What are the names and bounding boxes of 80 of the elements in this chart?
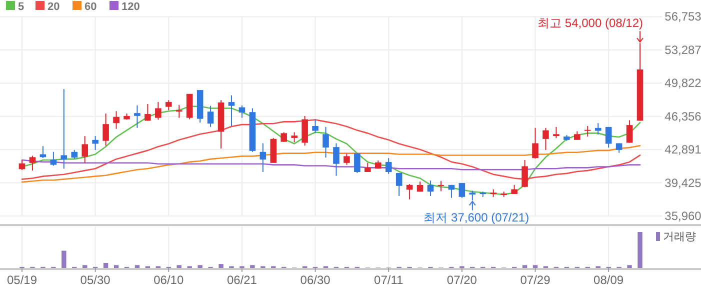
candlestick bbox=[134, 104, 140, 128]
candlestick bbox=[18, 160, 26, 171]
candlestick bbox=[406, 183, 413, 200]
candlestick bbox=[280, 132, 288, 142]
bar bbox=[198, 265, 202, 268]
candlestick bbox=[532, 127, 538, 160]
bar bbox=[638, 232, 642, 268]
bar bbox=[176, 265, 182, 268]
candlestick bbox=[176, 104, 182, 118]
candlestick bbox=[396, 172, 402, 196]
x-tick-label: 06/30 bbox=[300, 273, 331, 287]
candlestick bbox=[207, 105, 214, 128]
y-tick-label: 42,891 bbox=[664, 142, 701, 157]
legend-label: 5 bbox=[18, 1, 24, 13]
legend-label: 60 bbox=[84, 1, 97, 13]
annotation: 최고 54,000 (08/12) bbox=[538, 16, 643, 30]
x-tick-label: 06/21 bbox=[226, 273, 258, 287]
candlestick bbox=[50, 151, 57, 166]
candlestick bbox=[29, 155, 36, 172]
candlestick bbox=[626, 120, 633, 144]
bar bbox=[114, 265, 119, 268]
line-series bbox=[21, 144, 641, 183]
bar bbox=[532, 265, 538, 268]
bar bbox=[627, 265, 632, 268]
candlestick bbox=[594, 122, 602, 136]
candlestick bbox=[344, 153, 350, 166]
candlestick bbox=[438, 180, 444, 192]
bar bbox=[522, 265, 528, 268]
candlestick bbox=[427, 180, 434, 196]
y-tick-label: 39,425 bbox=[664, 176, 701, 190]
candlestick bbox=[458, 182, 466, 198]
legend-label: 120 bbox=[122, 1, 140, 13]
x-tick-label: 08/09 bbox=[594, 273, 624, 287]
candlestick bbox=[228, 94, 235, 126]
bar bbox=[82, 265, 88, 268]
legend-label: 거래량 bbox=[663, 231, 696, 243]
candlestick bbox=[60, 88, 68, 170]
candlestick bbox=[166, 100, 172, 111]
candlestick bbox=[469, 190, 476, 201]
bar bbox=[134, 265, 140, 268]
bar bbox=[62, 250, 66, 268]
candlestick bbox=[260, 142, 266, 173]
y-tick-label: 56,753 bbox=[664, 10, 701, 24]
candlestick bbox=[144, 103, 151, 122]
x-tick-label: 05/19 bbox=[6, 273, 38, 287]
candlestick bbox=[302, 115, 308, 146]
candlestick bbox=[82, 136, 88, 164]
candlestick bbox=[522, 160, 528, 188]
candlestick bbox=[312, 118, 318, 134]
legend-label: 20 bbox=[48, 1, 60, 13]
candlestick bbox=[291, 132, 298, 143]
candlestick bbox=[270, 137, 277, 164]
y-tick-label: 35,960 bbox=[664, 209, 701, 223]
x-tick-label: 06/10 bbox=[154, 273, 184, 287]
y-tick-label: 49,822 bbox=[664, 76, 701, 90]
bar bbox=[218, 264, 224, 268]
x-tick-label: 07/11 bbox=[374, 273, 404, 287]
candlestick bbox=[584, 125, 591, 138]
candlestick bbox=[186, 93, 193, 120]
candlestick bbox=[448, 184, 455, 198]
candlestick bbox=[553, 126, 560, 138]
candlestick bbox=[92, 136, 98, 150]
candlestick bbox=[354, 152, 360, 174]
y-tick-label: 53,287 bbox=[664, 42, 701, 57]
x-tick-label: 05/30 bbox=[80, 273, 111, 287]
bar bbox=[103, 262, 108, 268]
candlestick bbox=[102, 113, 109, 146]
candlestick bbox=[605, 126, 612, 148]
x-tick-label: 07/29 bbox=[520, 273, 551, 287]
candlestick bbox=[113, 110, 120, 130]
candlestick bbox=[155, 102, 162, 120]
candlestick bbox=[385, 158, 392, 174]
annotation: 최저 37,600 (07/21) bbox=[424, 210, 530, 224]
bar bbox=[250, 265, 255, 268]
candlestick bbox=[322, 126, 329, 158]
x-tick-label: 07/20 bbox=[446, 273, 478, 287]
candlestick bbox=[542, 127, 549, 150]
y-tick-label: 46,356 bbox=[664, 109, 701, 124]
candlestick bbox=[238, 104, 246, 118]
candlestick bbox=[333, 142, 340, 176]
